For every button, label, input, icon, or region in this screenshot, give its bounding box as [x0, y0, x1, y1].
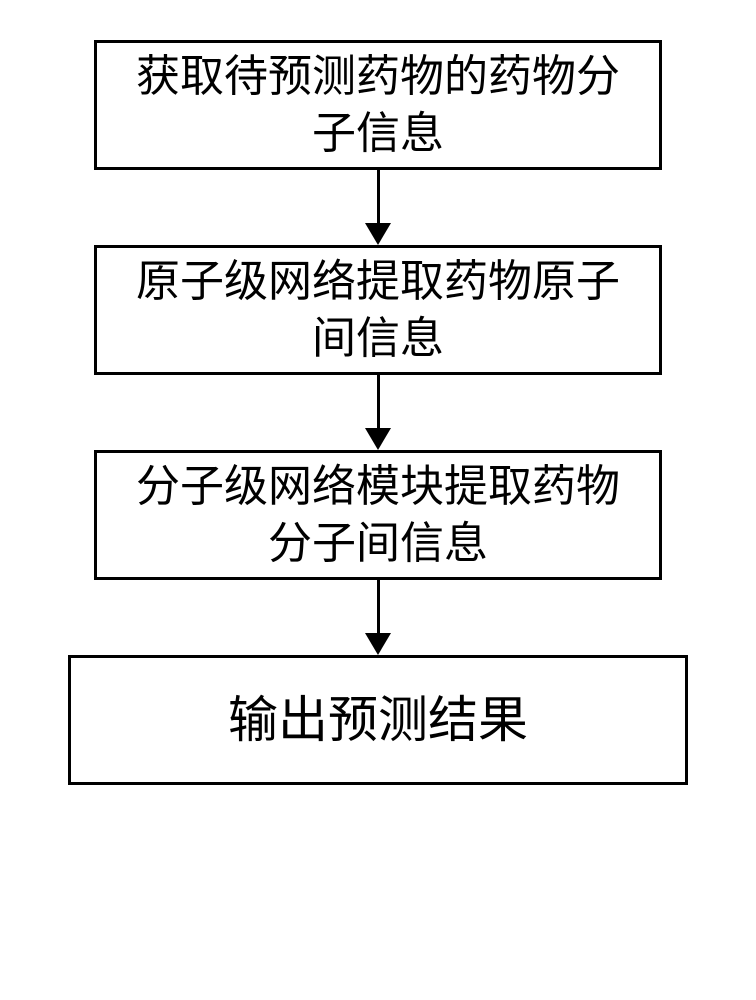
flowchart-container: 获取待预测药物的药物分 子信息原子级网络提取药物原子 间信息分子级网络模块提取药… [68, 40, 688, 785]
arrow-line [377, 580, 380, 633]
flow-step-label: 原子级网络提取药物原子 间信息 [136, 253, 620, 367]
flow-step-label: 输出预测结果 [228, 688, 528, 753]
arrow-line [377, 375, 380, 428]
flow-step-4: 输出预测结果 [68, 655, 688, 785]
arrow-head-icon [365, 633, 391, 655]
flow-arrow-3 [365, 580, 391, 655]
flow-arrow-2 [365, 375, 391, 450]
flow-step-3: 分子级网络模块提取药物 分子间信息 [94, 450, 662, 580]
flow-step-label: 分子级网络模块提取药物 分子间信息 [136, 458, 620, 572]
arrow-line [377, 170, 380, 223]
arrow-head-icon [365, 428, 391, 450]
flow-step-label: 获取待预测药物的药物分 子信息 [136, 48, 620, 162]
flow-step-2: 原子级网络提取药物原子 间信息 [94, 245, 662, 375]
arrow-head-icon [365, 223, 391, 245]
flow-step-1: 获取待预测药物的药物分 子信息 [94, 40, 662, 170]
flow-arrow-1 [365, 170, 391, 245]
